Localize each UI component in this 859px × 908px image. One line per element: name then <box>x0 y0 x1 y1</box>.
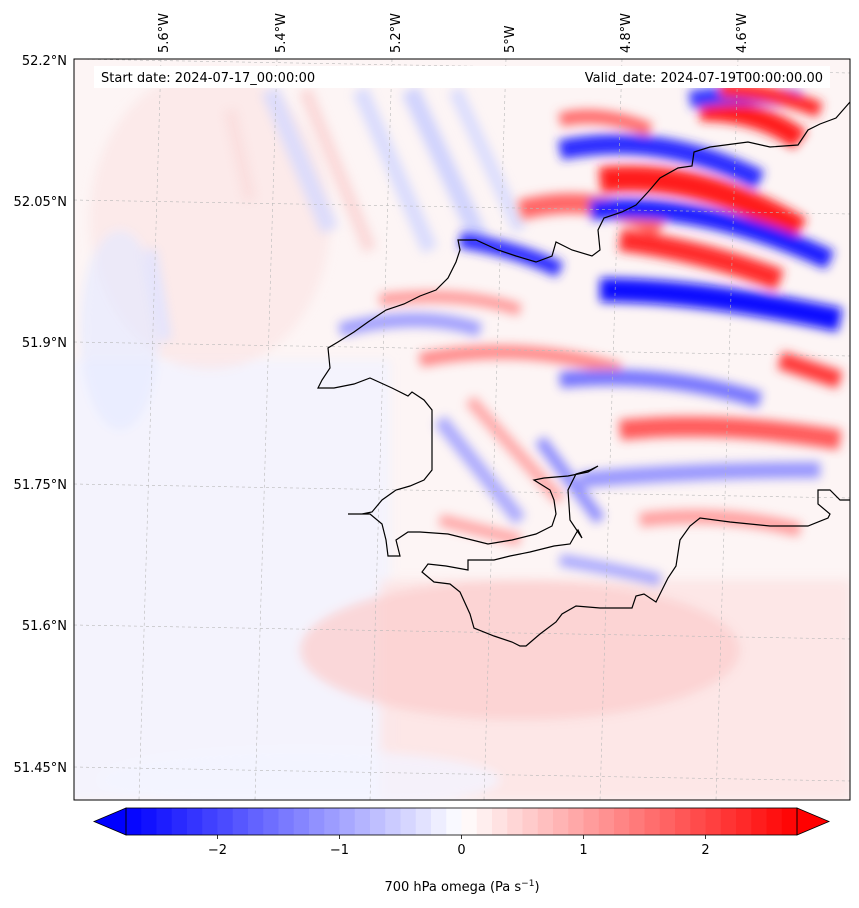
colorbar-extend-high <box>796 807 831 836</box>
map-frame <box>73 58 851 801</box>
latitude-labels: 52.2°N 52.05°N 51.9°N 51.75°N 51.6°N 51.… <box>14 54 67 776</box>
colorbar-tick-label: 0 <box>457 843 465 858</box>
coastline <box>317 101 850 647</box>
colorbar: −2 −1 0 1 2 700 hPa omega (Pa s−1) <box>92 807 831 895</box>
lat-label: 51.6°N <box>22 619 67 634</box>
lat-label: 52.05°N <box>14 195 67 210</box>
valid-date-label: Valid_date: 2024-07-19T00:00:00.00 <box>585 71 823 86</box>
header-box: Start date: 2024-07-17_00:00:00 Valid_da… <box>94 66 830 88</box>
start-date-label: Start date: 2024-07-17_00:00:00 <box>101 71 315 86</box>
colorbar-ticks: −2 −1 0 1 2 <box>208 835 710 858</box>
longitude-labels: 5.6°W 5.4°W 5.2°W 5°W 4.8°W 4.6°W <box>157 13 750 53</box>
map-panel <box>73 58 851 801</box>
colorbar-tick-label: 1 <box>579 843 587 858</box>
lon-label: 5.4°W <box>274 13 289 53</box>
lon-label: 5°W <box>503 25 518 53</box>
colorbar-steps <box>126 808 798 835</box>
colorbar-tick-label: −2 <box>208 843 227 858</box>
lon-label: 4.6°W <box>735 13 750 53</box>
omega-field <box>74 70 850 800</box>
colorbar-tick-label: −1 <box>330 843 349 858</box>
lat-label: 51.75°N <box>14 478 67 493</box>
lat-label: 51.9°N <box>22 336 67 351</box>
lat-label: 51.45°N <box>14 761 67 776</box>
lon-label: 4.8°W <box>619 13 634 53</box>
colorbar-tick-label: 2 <box>701 843 709 858</box>
lon-label: 5.2°W <box>389 13 404 53</box>
colorbar-label: 700 hPa omega (Pa s−1) <box>384 879 539 895</box>
lat-label: 52.2°N <box>22 54 67 69</box>
colorbar-extend-low <box>92 807 127 836</box>
lon-label: 5.6°W <box>157 13 172 53</box>
